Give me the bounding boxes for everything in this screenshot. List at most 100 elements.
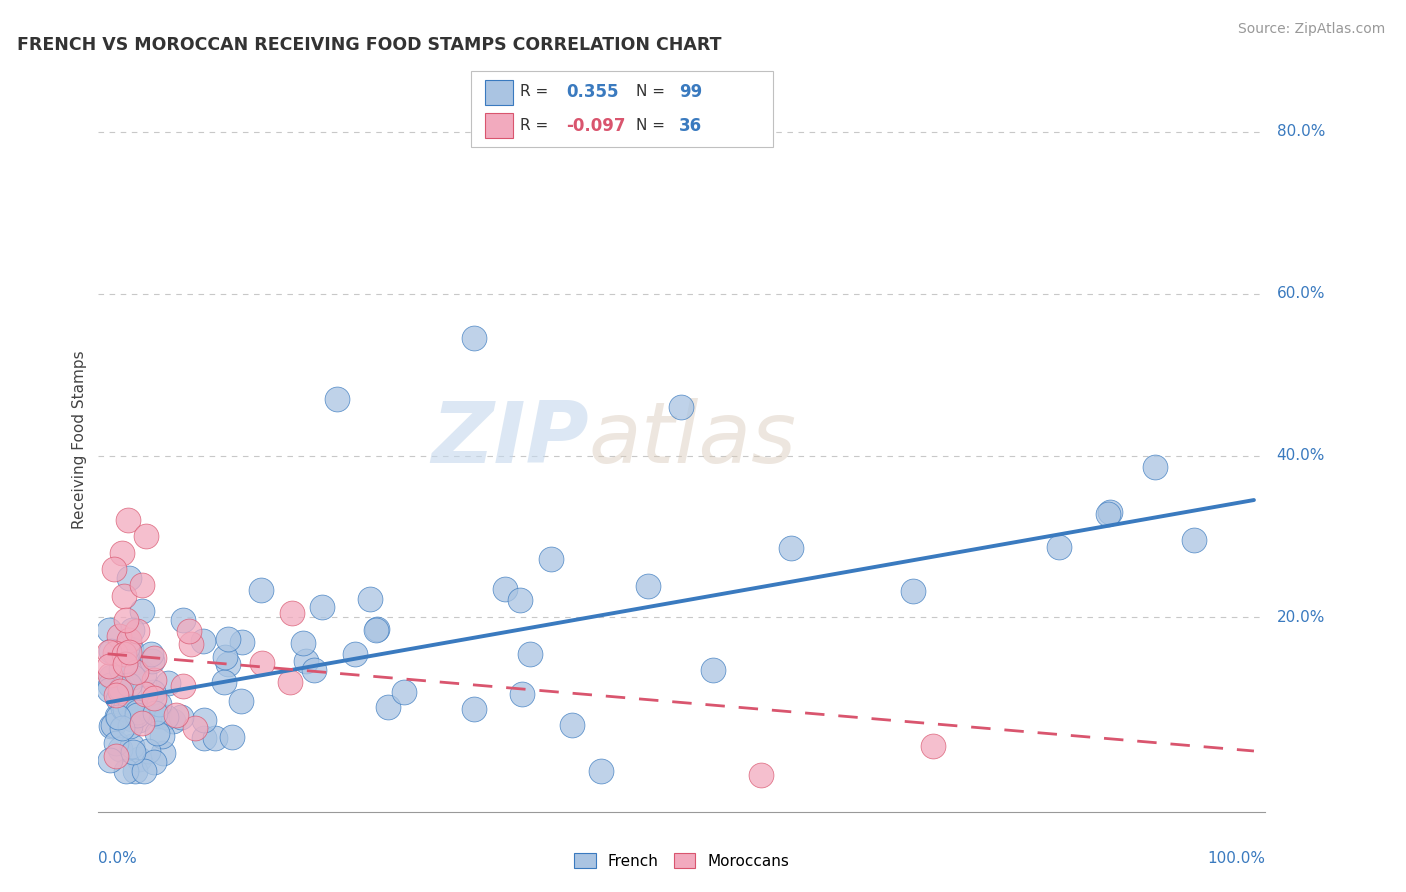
Point [152,747,174,761]
Point [97,658,120,673]
Text: 0.0%: 0.0% [98,851,138,865]
Point [509,592,531,607]
Point [122,745,145,759]
Point [1098,504,1121,518]
Point [111,700,134,714]
Point [131,578,153,592]
Text: 100.0%: 100.0% [1208,851,1265,865]
Point [191,634,214,648]
Point [155,710,177,724]
Text: FRENCH VS MOROCCAN RECEIVING FOOD STAMPS CORRELATION CHART: FRENCH VS MOROCCAN RECEIVING FOOD STAMPS… [17,37,721,54]
Y-axis label: Receiving Food Stamps: Receiving Food Stamps [72,350,87,529]
Point [127,705,149,719]
Point [193,731,215,745]
Point [118,700,141,714]
Point [193,713,215,727]
Point [180,637,202,651]
Point [148,697,170,711]
Point [105,748,128,763]
Point [98,753,121,767]
Text: N =: N = [636,85,669,99]
Point [125,624,148,639]
Point [132,764,155,779]
Text: R =: R = [520,119,554,134]
Point [112,648,135,662]
Point [104,688,127,702]
Point [103,562,125,576]
Point [221,730,243,744]
Point [107,710,129,724]
Point [141,654,163,668]
Text: ZIP: ZIP [430,398,589,481]
Point [1097,508,1119,522]
Point [510,688,533,702]
Point [214,649,236,664]
Point [142,755,165,769]
Point [100,719,122,733]
Point [104,646,127,660]
Point [97,645,120,659]
Point [115,640,138,655]
Point [110,662,132,676]
Point [326,392,349,406]
Point [110,684,132,698]
Point [139,647,162,661]
Point [922,739,945,754]
Point [107,692,129,706]
Text: -0.097: -0.097 [567,117,626,135]
Point [249,582,271,597]
Point [108,629,131,643]
Point [112,589,135,603]
Point [127,702,149,716]
Point [115,654,138,668]
Point [117,513,139,527]
Point [165,707,187,722]
Point [217,657,239,672]
Text: 0.355: 0.355 [567,83,619,101]
Point [122,669,145,683]
Text: Source: ZipAtlas.com: Source: ZipAtlas.com [1237,22,1385,37]
Point [146,725,169,739]
Point [1144,459,1167,474]
Point [103,718,125,732]
Point [127,707,149,722]
Point [148,709,170,723]
Point [100,644,122,658]
Point [115,613,138,627]
Point [561,718,583,732]
Point [302,663,325,677]
Point [118,719,141,733]
Text: 40.0%: 40.0% [1277,448,1324,463]
Point [377,699,399,714]
Point [121,712,143,726]
Point [637,579,659,593]
Point [394,685,416,699]
Text: 99: 99 [679,83,703,101]
Point [98,678,121,692]
Point [135,529,157,543]
Point [105,709,128,723]
Point [463,331,485,345]
Point [108,742,131,756]
Point [115,764,138,779]
Point [118,644,141,658]
Point [100,670,122,684]
Text: 20.0%: 20.0% [1277,610,1324,625]
Point [111,546,134,560]
Point [134,667,156,681]
Point [172,613,194,627]
Point [366,622,388,636]
Point [124,655,146,669]
Point [780,541,803,555]
Point [749,768,772,782]
Point [124,764,146,779]
Point [540,551,562,566]
Point [118,678,141,692]
Point [172,679,194,693]
Point [901,583,924,598]
Text: atlas: atlas [589,398,797,481]
Point [104,736,127,750]
Point [145,706,167,721]
Point [344,648,367,662]
Point [231,635,253,649]
